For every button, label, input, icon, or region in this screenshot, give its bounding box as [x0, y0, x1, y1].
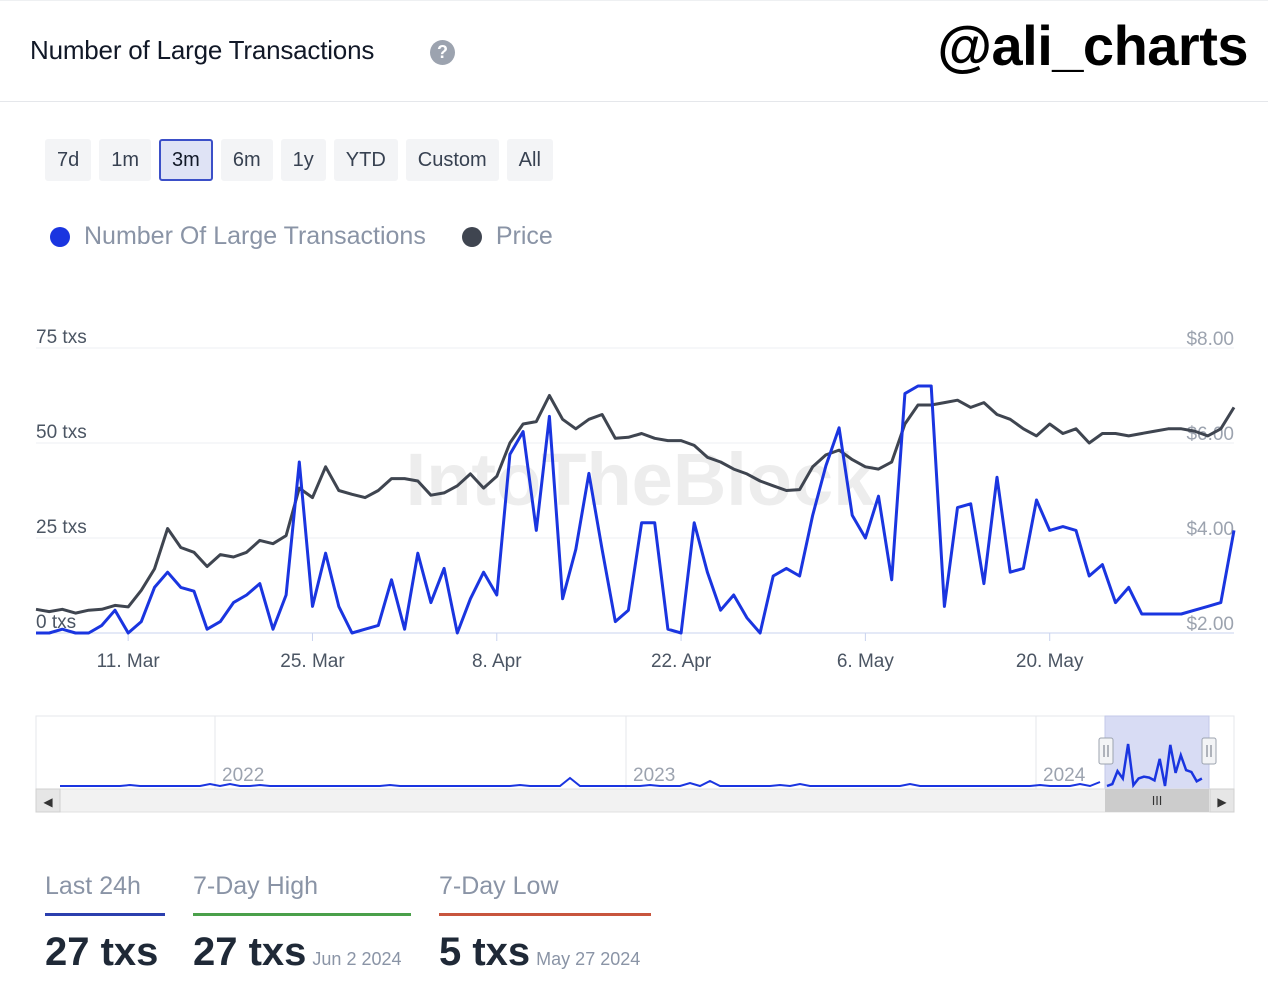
time-range-selector: 7d 1m 3m 6m 1y YTD Custom All: [45, 139, 553, 181]
navigator-left-handle[interactable]: [1098, 737, 1114, 765]
chart-series: [35, 384, 1236, 635]
stat-label: Last 24h: [45, 872, 165, 916]
range-button-1y[interactable]: 1y: [280, 139, 326, 181]
navigator-year-label: 2024: [1043, 765, 1086, 786]
navigator-series-line: [60, 776, 1101, 788]
legend-dot-icon: [50, 226, 70, 247]
stat-date: Jun 2 2024: [312, 949, 402, 969]
stat-label: 7-Day Low: [439, 872, 651, 916]
main-chart[interactable]: IntoTheBlock 0 txs 25 txs 50 txs 75 txs $2.…: [0, 300, 1268, 690]
range-button-ytd[interactable]: YTD: [333, 139, 398, 181]
large-transactions-line[interactable]: [36, 384, 1236, 635]
stat-value: 5 txs: [439, 930, 531, 974]
scroll-right-arrow-icon: ▶: [1217, 795, 1227, 809]
watermark-text: IntoTheBlock: [406, 438, 876, 521]
navigator-year-label: 2023: [633, 765, 675, 786]
stat-label: 7-Day High: [193, 872, 411, 916]
stat-value: 27 txs: [45, 930, 159, 974]
navigator-year-label: 2022: [222, 765, 264, 786]
scroll-left-arrow-icon: ◀: [43, 795, 53, 809]
range-button-7d[interactable]: 7d: [45, 139, 92, 181]
y-left-tick-label: 25 txs: [36, 517, 87, 538]
x-tick-label: 11. Mar: [97, 651, 161, 672]
stat-date: May 27 2024: [536, 949, 641, 969]
scroll-left-button[interactable]: [35, 788, 61, 813]
chart-header: Number of Large Transactions ? @ali_char…: [0, 0, 1268, 102]
y-right-tick-label: $4.00: [1186, 519, 1234, 540]
y-axis-left: 0 txs 25 txs 50 txs 75 txs: [36, 327, 87, 633]
x-tick-label: 25. Mar: [280, 651, 345, 672]
stat-7day-low: 7-Day Low 5 txs May 27 2024: [439, 872, 651, 975]
range-button-custom[interactable]: Custom: [405, 139, 499, 181]
navigator-right-handle[interactable]: [1201, 737, 1217, 765]
y-right-tick-label: $2.00: [1186, 614, 1234, 635]
price-line[interactable]: [35, 394, 1236, 615]
y-left-tick-label: 50 txs: [36, 422, 87, 443]
stat-last-24h: Last 24h 27 txs: [45, 872, 165, 975]
scrollbar-grip-icon: III: [1152, 794, 1163, 808]
y-axis-right: $2.00$4.00$6.00$8.00: [1186, 329, 1234, 635]
navigator-selection[interactable]: [1104, 715, 1210, 790]
y-left-tick-label: 0 txs: [36, 612, 76, 633]
x-tick-label: 8. Apr: [472, 651, 522, 672]
scrollbar-thumb[interactable]: [1105, 789, 1209, 812]
range-button-all[interactable]: All: [506, 139, 553, 181]
x-tick-label: 22. Apr: [651, 651, 712, 672]
range-navigator[interactable]: 2022 2023 2024 ◀ III ▶: [0, 700, 1268, 820]
legend-item-price[interactable]: Price: [461, 222, 553, 251]
legend-label: Price: [495, 222, 553, 250]
navigator-scrollbar-track[interactable]: [35, 788, 1235, 813]
y-right-tick-label: $8.00: [1186, 329, 1234, 350]
legend-item-large-transactions[interactable]: Number Of Large Transactions: [50, 222, 426, 251]
scroll-right-button[interactable]: [1209, 788, 1235, 813]
stat-value: 27 txs: [193, 930, 307, 974]
range-button-6m[interactable]: 6m: [220, 139, 273, 181]
y-left-tick-label: 75 txs: [36, 327, 87, 348]
range-button-3m[interactable]: 3m: [159, 139, 213, 181]
x-tick-label: 20. May: [1016, 651, 1084, 672]
chart-legend: Number Of Large Transactions Price: [50, 222, 553, 251]
legend-dot-icon: [461, 226, 482, 247]
navigator-selected-line: [1106, 743, 1203, 789]
navigator-year-labels: 2022 2023 2024: [214, 716, 1086, 789]
x-axis: 11. Mar 25. Mar 8. Apr 22. Apr 6. May 20. May: [97, 633, 1084, 672]
range-button-1m[interactable]: 1m: [99, 139, 152, 181]
x-tick-label: 6. May: [837, 651, 895, 672]
question-circle-icon[interactable]: ?: [430, 40, 455, 65]
author-handle: @ali_charts: [937, 14, 1248, 77]
chart-title: Number of Large Transactions: [30, 35, 375, 65]
navigator-frame: [35, 715, 1235, 790]
summary-stats: Last 24h 27 txs 7-Day High 27 txs Jun 2 …: [45, 872, 651, 975]
chart-grid: [36, 347, 1234, 634]
intotheblock-watermark: IntoTheBlock: [406, 438, 876, 521]
legend-label: Number Of Large Transactions: [84, 222, 426, 250]
stat-7day-high: 7-Day High 27 txs Jun 2 2024: [193, 872, 411, 975]
